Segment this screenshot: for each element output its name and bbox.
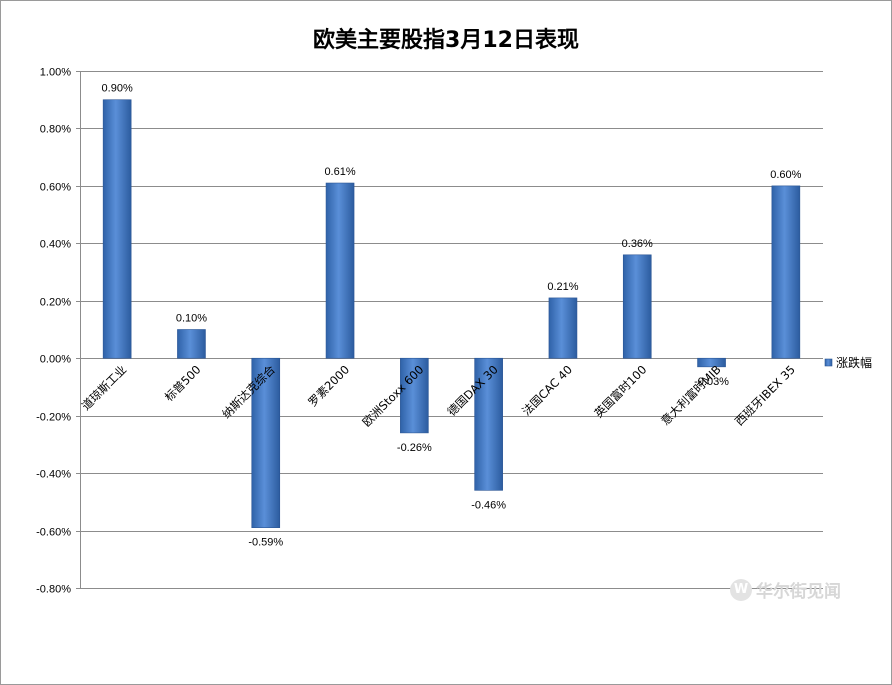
data-labels: 0.90% 0.10% -0.59% 0.61% -0.26% -0.46% 0.21% 0.… — [102, 83, 802, 549]
bar — [548, 297, 578, 359]
bars — [102, 99, 801, 528]
axes: 1.00% 0.80% 0.60% 0.40% 0.20% 0.00% -0.20% -0.4… — [36, 67, 823, 596]
y-tick-label: 0.00% — [40, 354, 71, 366]
x-tick-label: 意大利富时MIB — [658, 362, 724, 428]
data-label: 0.36% — [622, 238, 653, 250]
x-tick-label: 西班牙IBEX 35 — [732, 362, 798, 428]
x-tick-label: 道琼斯工业 — [79, 362, 130, 413]
y-tick-label: -0.40% — [36, 469, 71, 481]
x-tick-label: 标普500 — [162, 362, 204, 404]
wallstreetcn-logo-icon: W — [730, 578, 752, 601]
y-tick-label: 0.40% — [40, 239, 71, 251]
watermark: W 华尔街见闻 — [730, 577, 841, 602]
data-label: 0.21% — [547, 281, 578, 293]
bar — [400, 357, 429, 434]
y-tick-label: -0.20% — [36, 412, 71, 424]
legend: 涨跌幅 — [824, 355, 872, 370]
legend-label: 涨跌幅 — [836, 355, 872, 370]
bar — [771, 185, 801, 359]
bar — [102, 99, 132, 359]
y-tick-label: 0.80% — [40, 124, 71, 136]
watermark-text: 华尔街见闻 — [756, 582, 841, 602]
chart-title: 欧美主要股指3月12日表现 — [313, 28, 579, 53]
data-label: 0.60% — [770, 169, 801, 181]
x-tick-label: 英国富时100 — [591, 362, 649, 420]
bar — [474, 357, 503, 491]
y-tick-label: 0.20% — [40, 297, 71, 309]
x-tick-label: 罗素2000 — [305, 362, 352, 409]
data-label: -0.46% — [471, 499, 506, 511]
bar — [697, 357, 726, 368]
data-label: -0.59% — [248, 537, 283, 549]
data-label: 0.61% — [324, 166, 355, 178]
bar — [251, 357, 281, 528]
legend-swatch — [824, 358, 833, 367]
y-tick-label: -0.80% — [36, 584, 71, 596]
category-labels: 道琼斯工业 标普500 纳斯达克综合 罗素2000 欧洲Stoxx 600 德国DAX 3… — [79, 362, 798, 429]
data-label: 0.90% — [102, 83, 133, 95]
data-label: -0.03% — [694, 376, 729, 388]
y-tick-label: -0.60% — [36, 527, 71, 539]
x-tick-label: 法国CAC 40 — [519, 362, 575, 418]
data-label: 0.10% — [176, 313, 207, 325]
bar — [177, 329, 206, 359]
y-tick-label: 0.60% — [40, 182, 71, 194]
bar — [622, 254, 652, 359]
y-tick-label: 1.00% — [40, 67, 71, 79]
bar — [325, 182, 355, 359]
data-label: -0.26% — [397, 442, 432, 454]
